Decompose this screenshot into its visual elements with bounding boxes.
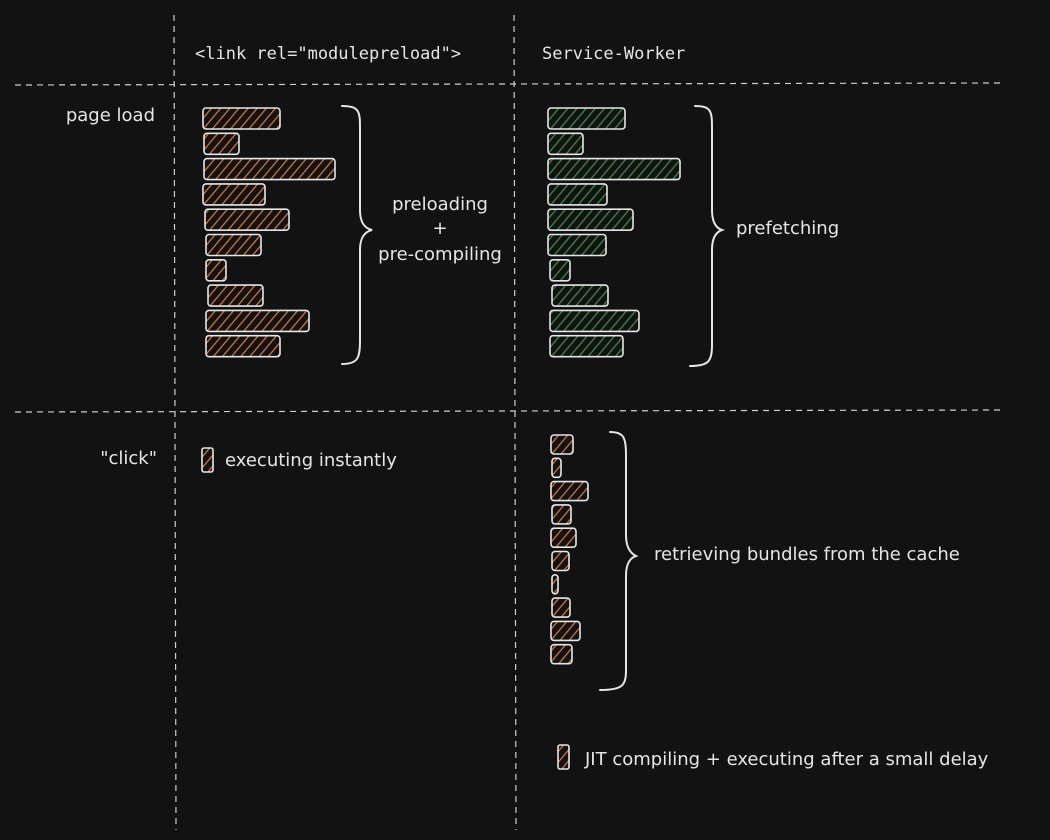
cache-bar xyxy=(550,643,573,665)
annotation-jit: JIT compiling + executing after a small … xyxy=(584,749,989,770)
prefetch-bar xyxy=(549,309,640,333)
preload-bar xyxy=(205,309,310,333)
cache-bar xyxy=(551,457,562,479)
preload-bar xyxy=(205,258,227,282)
prefetch-bars xyxy=(547,107,681,358)
preload-bar xyxy=(205,334,281,358)
preload-bar xyxy=(207,284,264,307)
preload-bar xyxy=(203,132,240,156)
prefetch-bar xyxy=(547,183,608,206)
prefetch-bar xyxy=(547,208,634,231)
preload-bar xyxy=(204,208,290,231)
prefetch-bar xyxy=(547,107,626,130)
legend-bar-executing xyxy=(201,447,214,473)
preload-bar xyxy=(205,233,262,257)
annotation-retrieving: retrieving bundles from the cache xyxy=(654,544,960,565)
prefetch-bar xyxy=(547,132,584,156)
cache-bar xyxy=(551,597,571,618)
cache-bar xyxy=(551,550,570,572)
prefetch-bar xyxy=(549,334,624,358)
prefetch-bar xyxy=(551,284,609,307)
preload-bar xyxy=(202,183,266,206)
column-header-modulepreload: <link rel="modulepreload"> xyxy=(195,44,461,64)
legend-bar-jit xyxy=(557,744,570,770)
row-label-click: "click" xyxy=(100,448,157,469)
cache-bar xyxy=(550,434,574,455)
divider-vertical-middle xyxy=(513,14,517,831)
preload-bars xyxy=(202,107,336,358)
preload-bar xyxy=(203,157,336,181)
brace-prefetching xyxy=(689,105,726,367)
cache-bar xyxy=(550,480,589,502)
preload-bar xyxy=(202,107,281,130)
divider-vertical-left xyxy=(173,14,177,831)
cache-bar xyxy=(551,573,559,595)
prefetch-bar xyxy=(547,157,681,181)
divider-horizontal-top xyxy=(14,82,1001,86)
row-label-page-load: page load xyxy=(66,105,155,126)
cache-bar xyxy=(550,620,581,642)
cache-retrieve-bars xyxy=(550,434,589,665)
prefetch-bar xyxy=(549,258,571,282)
annotation-plus: + xyxy=(432,218,447,239)
column-header-service-worker: Service-Worker xyxy=(542,44,685,64)
cache-bar xyxy=(551,504,572,525)
annotation-executing-instantly: executing instantly xyxy=(225,450,397,471)
annotation-prefetching: prefetching xyxy=(736,218,839,239)
annotation-preloading: preloading xyxy=(392,194,488,215)
divider-horizontal-middle xyxy=(14,409,1001,413)
annotation-pre-compiling: pre-compiling xyxy=(378,244,502,265)
brace-retrieving xyxy=(599,431,639,691)
brace-preloading xyxy=(341,105,373,365)
cache-bar xyxy=(550,527,577,549)
prefetch-bar xyxy=(547,233,607,257)
